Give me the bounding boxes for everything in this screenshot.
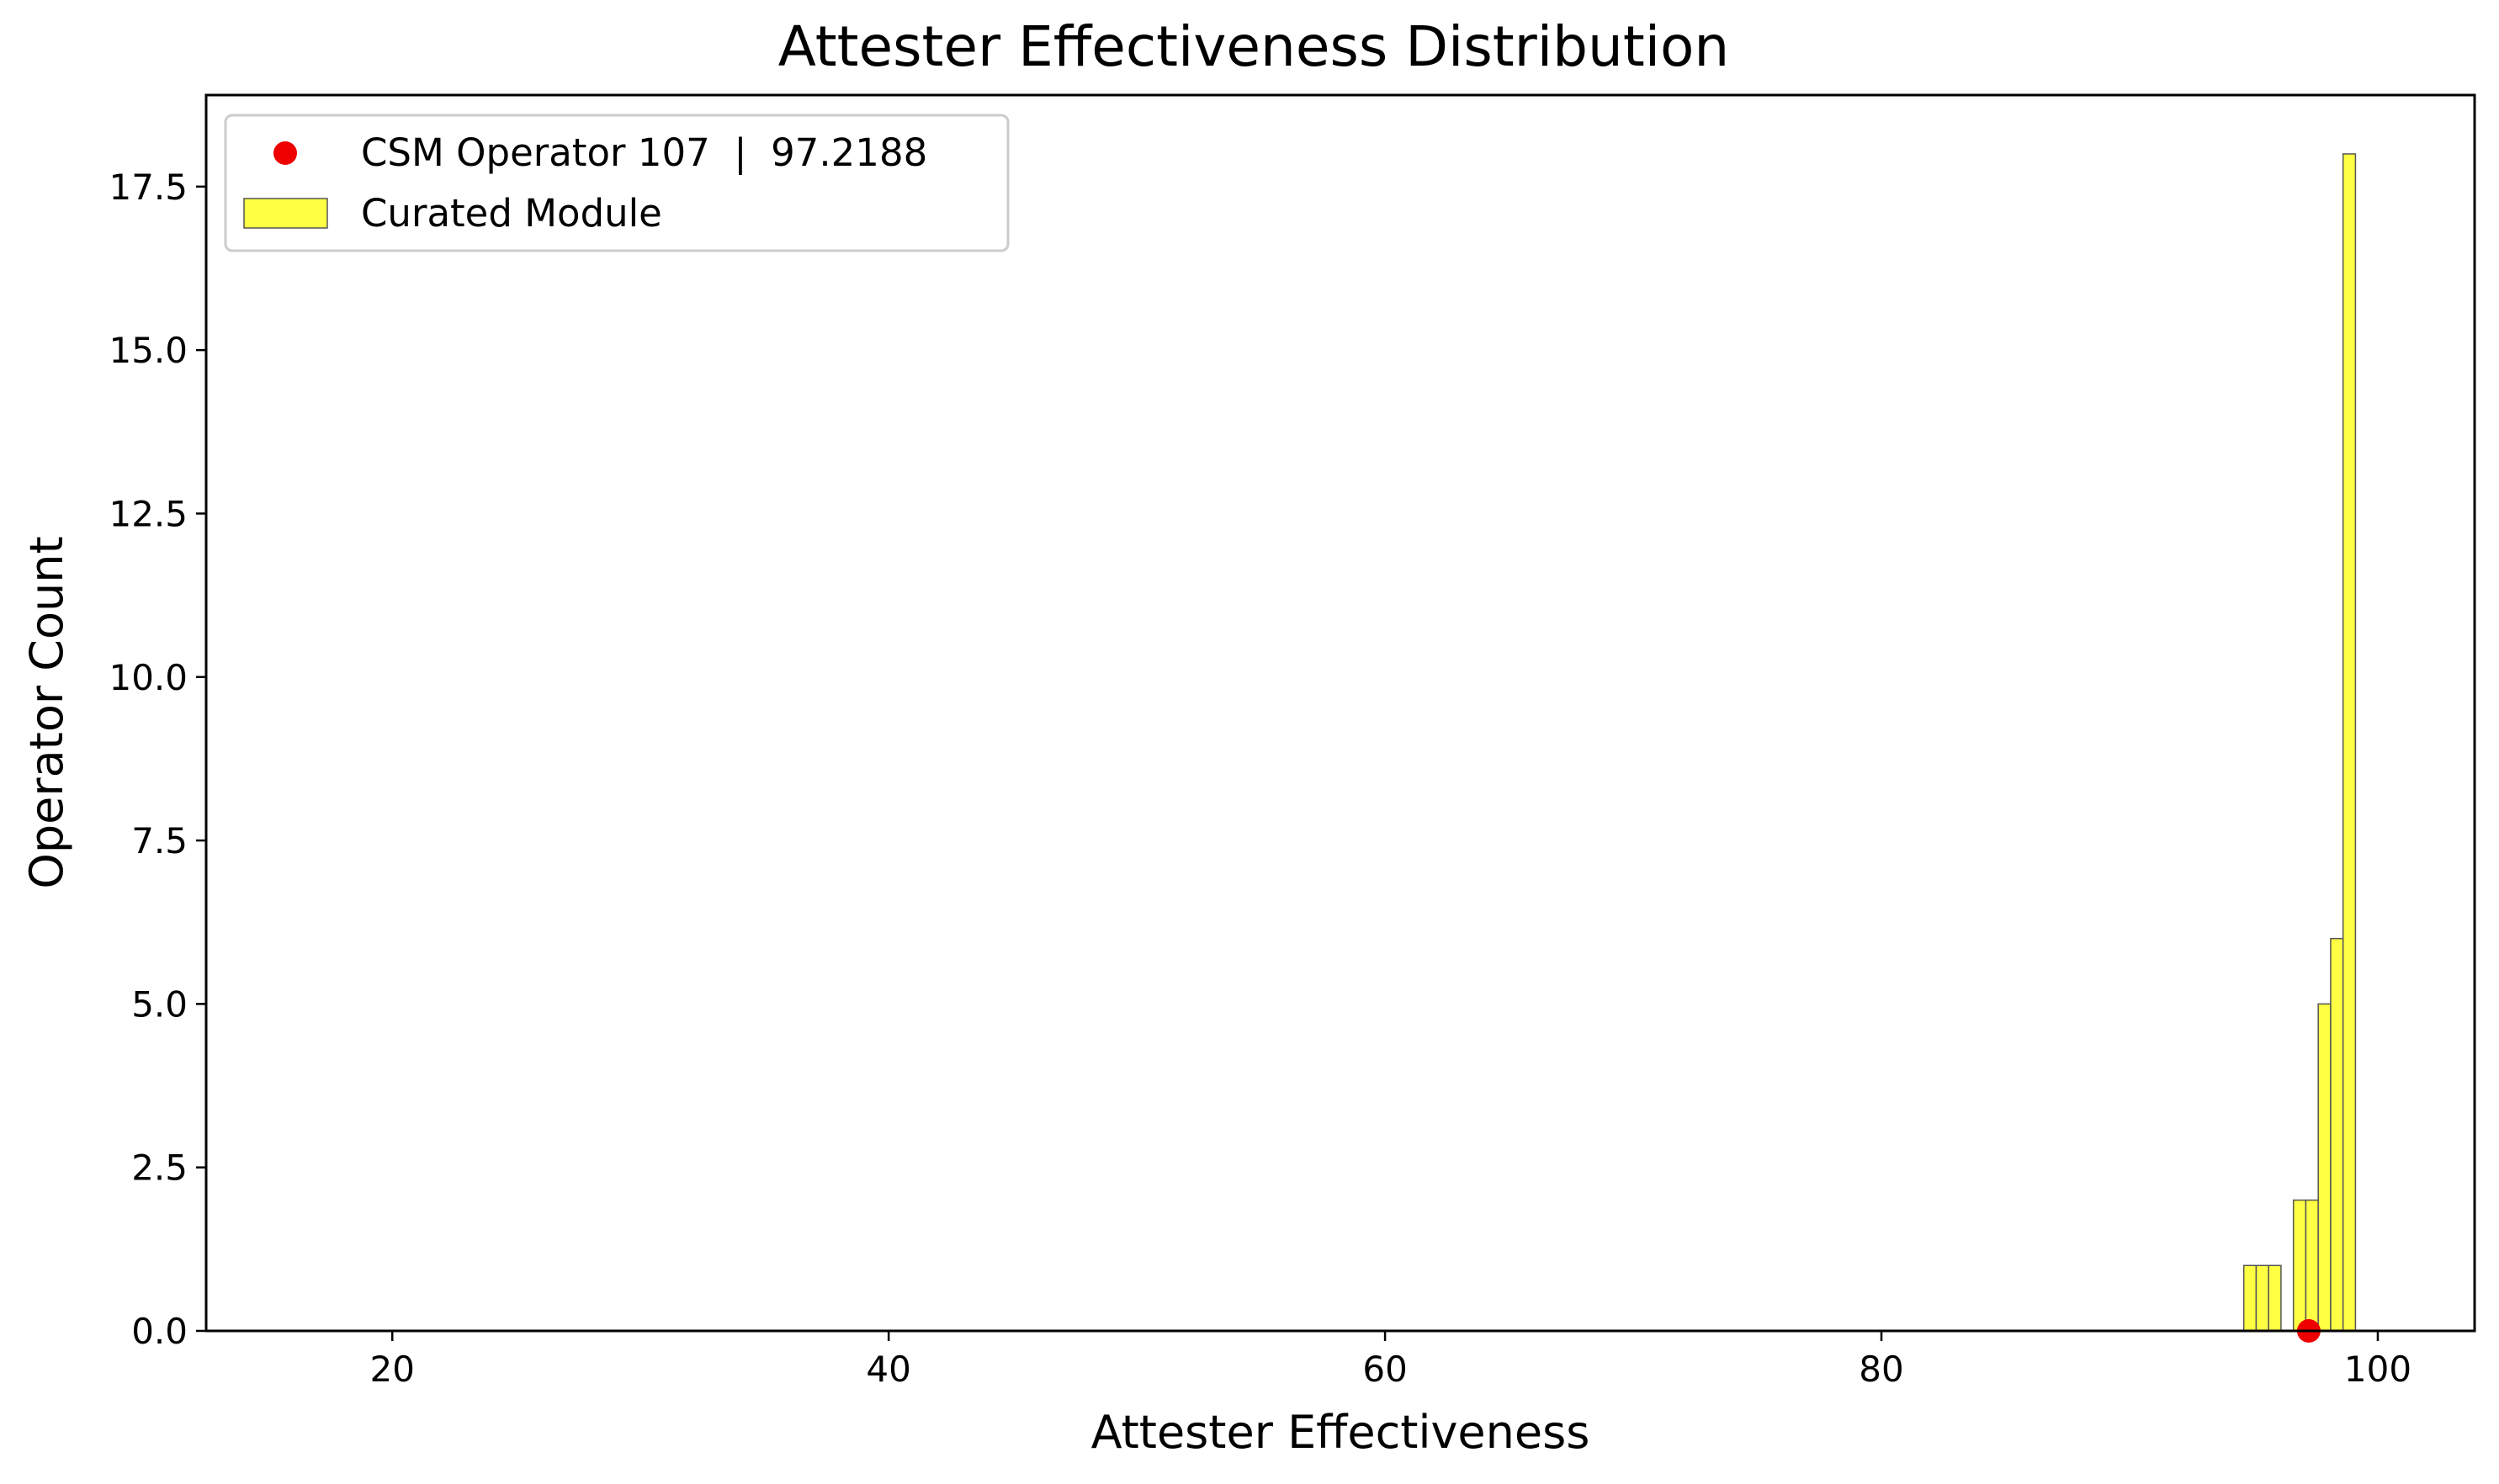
y-tick-label-4: 10.0 [109,657,188,698]
y-tick-label-6: 15.0 [109,330,188,371]
axes-frame [204,93,2476,1333]
histogram-bar-7 [2342,153,2357,1332]
y-tick-label-1: 2.5 [131,1147,188,1189]
y-tick-label-7: 17.5 [109,167,188,208]
y-axis-label: Operator Count [20,536,73,888]
legend-swatch-curated-module [243,198,328,229]
y-tick-label-0: 0.0 [131,1311,188,1352]
x-axis-label: Attester Effectiveness [1091,1406,1590,1459]
y-tick-label-3: 7.5 [131,820,188,861]
histogram-bar-4 [2305,1199,2319,1332]
x-axis-ticks: 20 40 60 80 100 [369,1331,2411,1390]
histogram-bar-3 [2292,1199,2307,1332]
y-axis-ticks: 0.0 2.5 5.0 7.5 10.0 12.5 15.0 17.5 [109,167,206,1352]
y-tick-label-5: 12.5 [109,493,188,534]
legend-marker-highlight [273,141,297,165]
histogram-bar-0 [2242,1264,2258,1332]
legend: CSM Operator 107 | 97.2188 Curated Modul… [224,114,1010,252]
histogram-bar-5 [2317,1003,2332,1332]
x-tick-label-4: 100 [2344,1349,2411,1390]
x-tick-label-3: 80 [1859,1349,1903,1390]
x-tick-label-1: 40 [866,1349,910,1390]
histogram-bar-2 [2268,1264,2282,1332]
legend-label-curated-module: Curated Module [361,191,662,236]
histogram-bars [2242,153,2357,1332]
plot-area [204,93,2476,1343]
x-tick-label-2: 60 [1362,1349,1407,1390]
legend-label-highlight: CSM Operator 107 | 97.2188 [361,130,927,175]
x-tick-label-0: 20 [369,1349,414,1390]
legend-box [224,114,1010,252]
y-tick-label-2: 5.0 [131,983,188,1025]
histogram-bar-6 [2330,937,2344,1332]
histogram-bar-1 [2255,1264,2269,1332]
chart-title: Attester Effectiveness Distribution [778,14,1730,79]
